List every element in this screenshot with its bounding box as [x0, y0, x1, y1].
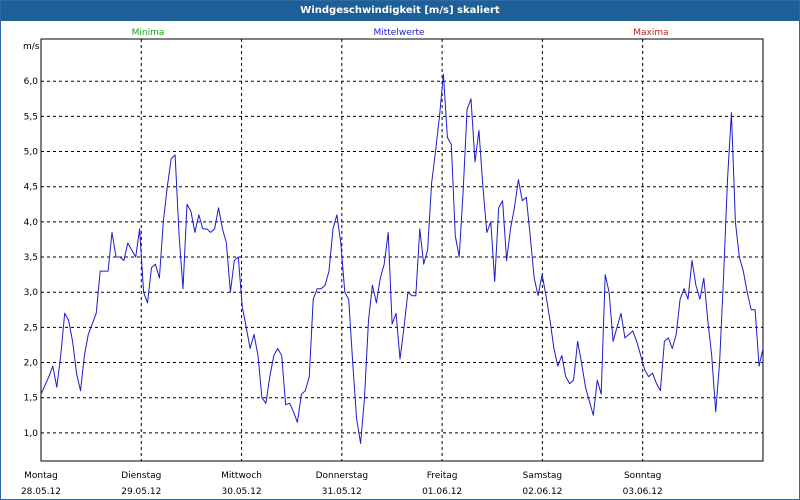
plot-area	[40, 38, 764, 462]
y-tick-label: 1,5	[24, 394, 38, 404]
x-tick-date: 31.05.12	[322, 487, 362, 497]
x-tick-date: 30.05.12	[222, 487, 262, 497]
y-tick-label: 5,0	[24, 148, 39, 158]
y-tick-label: 3,5	[24, 253, 38, 263]
y-tick-label: 6,0	[24, 77, 39, 87]
y-tick-label: 5,5	[24, 112, 38, 122]
x-tick-date: 28.05.12	[21, 487, 61, 497]
legend-minima: Minima	[132, 28, 165, 38]
x-tick-day: Mittwoch	[221, 471, 262, 481]
legend-mittelwerte: Mittelwerte	[373, 28, 424, 38]
x-tick-date: 01.06.12	[422, 487, 462, 497]
x-tick-day: Sonntag	[624, 471, 661, 481]
x-tick-date: 02.06.12	[522, 487, 562, 497]
y-tick-label: 2,0	[24, 359, 39, 369]
y-tick-label: 1,0	[24, 429, 39, 439]
y-tick-label: 4,0	[24, 218, 39, 228]
window-title: Windgeschwindigkeit [m/s] skaliert	[1, 1, 799, 21]
x-tick-day: Montag	[24, 471, 58, 481]
series-line-mittelwerte	[40, 73, 764, 444]
y-tick-label: 2,5	[24, 323, 38, 333]
x-tick-day: Donnerstag	[316, 471, 369, 481]
y-axis-unit-label: m/s	[23, 42, 40, 52]
y-tick-label: 3,0	[24, 288, 39, 298]
x-tick-date: 29.05.12	[121, 487, 161, 497]
x-tick-day: Dienstag	[121, 471, 161, 481]
x-tick-day: Freitag	[427, 471, 458, 481]
x-tick-date: 03.06.12	[623, 487, 663, 497]
legend-maxima: Maxima	[633, 28, 668, 38]
y-tick-label: 4,5	[24, 183, 38, 193]
x-tick-day: Samstag	[523, 471, 562, 481]
